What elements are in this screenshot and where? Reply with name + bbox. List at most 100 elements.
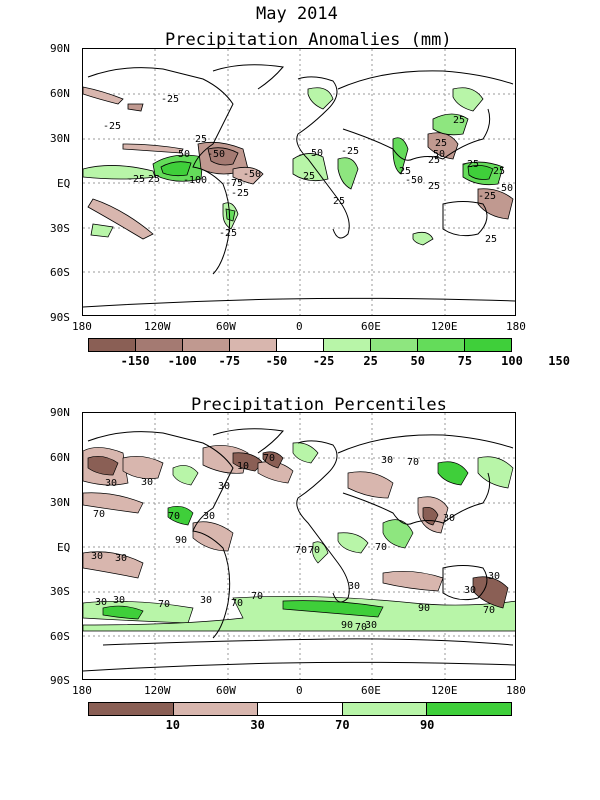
colorbar-label: 10	[165, 718, 181, 732]
contour-label: 30	[141, 477, 153, 488]
contour-label: 70	[263, 453, 275, 464]
contour-label: -25	[127, 174, 145, 185]
contour-label: 70	[251, 591, 263, 602]
colorbar-label: 70	[335, 718, 350, 732]
panel2-title: Precipitation Percentiles	[191, 395, 447, 415]
lat-label: 60N	[50, 451, 70, 464]
contour-label: 25	[428, 155, 440, 166]
contour-label: 70	[355, 622, 367, 633]
colorbar-label: 100	[501, 354, 523, 368]
lat-label: 60N	[50, 87, 70, 100]
contour-label: -25	[341, 146, 359, 157]
contour-label: 25	[399, 166, 411, 177]
contour-label: -50	[243, 169, 261, 180]
anomaly-colorbar	[88, 338, 512, 352]
colorbar-label: -75	[218, 354, 241, 368]
colorbar-label: -50	[265, 354, 288, 368]
contour-label: 25	[435, 138, 447, 149]
contour-label: 90	[341, 620, 353, 631]
contour-label: 25	[333, 196, 345, 207]
lon-label: 60E	[361, 684, 381, 697]
contour-label: 30	[443, 513, 455, 524]
percentile-fills	[83, 442, 515, 632]
contour-label: 30	[365, 620, 377, 631]
contour-label: 50	[433, 149, 445, 160]
contour-label: 70	[93, 509, 105, 520]
colorbar-label: -150	[120, 354, 150, 368]
lat-label: 60S	[50, 630, 70, 643]
contour-label: -25	[231, 188, 249, 199]
contour-label: 30	[113, 595, 125, 606]
lon-label: 120W	[144, 684, 171, 697]
colorbar-label: 90	[419, 718, 435, 732]
contour-label: 70	[295, 545, 307, 556]
lon-label: 180	[72, 320, 92, 333]
colorbar-swatch	[89, 703, 174, 715]
contour-label: -100	[183, 175, 207, 186]
contour-label: 70	[158, 599, 170, 610]
colorbar-swatch	[136, 339, 183, 351]
colorbar-swatch	[277, 339, 324, 351]
contour-label: 30	[381, 455, 393, 466]
contour-label: 30	[488, 571, 500, 582]
contour-label: 90	[418, 603, 430, 614]
contour-label: -50	[405, 175, 423, 186]
colorbar-swatch	[258, 703, 343, 715]
contour-label: 30	[95, 597, 107, 608]
contour-label: 30	[348, 581, 360, 592]
colorbar-swatch	[230, 339, 277, 351]
coastlines	[83, 428, 515, 672]
contour-label: 10	[237, 461, 249, 472]
anomaly-map: -25 -25 25 50 25 -50 -100 -75 -25 -50 -2…	[82, 48, 516, 316]
contour-label: 50	[311, 148, 323, 159]
colorbar-label: 25	[363, 354, 378, 368]
colorbar-label: -100	[167, 354, 197, 368]
lat-label: 30S	[50, 222, 70, 235]
contour-label: 50	[178, 149, 190, 160]
contour-label: -25	[161, 94, 179, 105]
contour-label: 25	[453, 115, 465, 126]
lon-label: 180	[72, 684, 92, 697]
contour-label: -50	[495, 183, 513, 194]
contour-label: 30	[115, 553, 127, 564]
colorbar-swatch	[427, 703, 511, 715]
colorbar-swatch	[418, 339, 465, 351]
contour-label: 30	[105, 478, 117, 489]
contour-label: 25	[493, 166, 505, 177]
coastlines	[83, 64, 515, 308]
colorbar-swatch	[173, 703, 259, 715]
contour-label: 90	[175, 535, 187, 546]
contour-label: 25	[148, 174, 160, 185]
percentile-map: 30 10 30 70 30 70 30 90 30 70 30 30 70 7…	[82, 412, 516, 680]
lon-label: 60E	[361, 320, 381, 333]
lon-label: 120E	[431, 320, 458, 333]
anomaly-map-svg: -25 -25 25 50 25 -50 -100 -75 -25 -50 -2…	[83, 49, 515, 315]
contour-label: 70	[407, 457, 419, 468]
lat-label: 30S	[50, 585, 70, 598]
lat-label: 30N	[50, 496, 70, 509]
date-title: May 2014	[256, 4, 338, 24]
contour-label: 30	[464, 585, 476, 596]
colorbar-label: 30	[250, 718, 265, 732]
contour-label: 25	[428, 181, 440, 192]
anomaly-contour-labels: -25 -25 25 50 25 -50 -100 -75 -25 -50 -2…	[103, 94, 513, 245]
contour-label: 30	[218, 481, 230, 492]
percentile-colorbar	[88, 702, 512, 716]
panel1-title: Precipitation Anomalies (mm)	[165, 30, 452, 50]
contour-label: 70	[231, 598, 243, 609]
lat-label: 90N	[50, 42, 70, 55]
lat-label: 60S	[50, 266, 70, 279]
lon-label: 180	[506, 320, 526, 333]
lat-label: EQ	[57, 177, 71, 190]
contour-label: 25	[303, 171, 315, 182]
colorbar-swatch	[371, 339, 418, 351]
lat-label: 90N	[50, 406, 70, 419]
contour-label: -25	[103, 121, 121, 132]
contour-label: -25	[478, 191, 496, 202]
colorbar-label: -25	[312, 354, 335, 368]
lon-label: 0	[296, 684, 303, 697]
colorbar-swatch	[465, 339, 511, 351]
lon-label: 180	[506, 684, 526, 697]
contour-label: 30	[91, 551, 103, 562]
lat-label: 30N	[50, 132, 70, 145]
